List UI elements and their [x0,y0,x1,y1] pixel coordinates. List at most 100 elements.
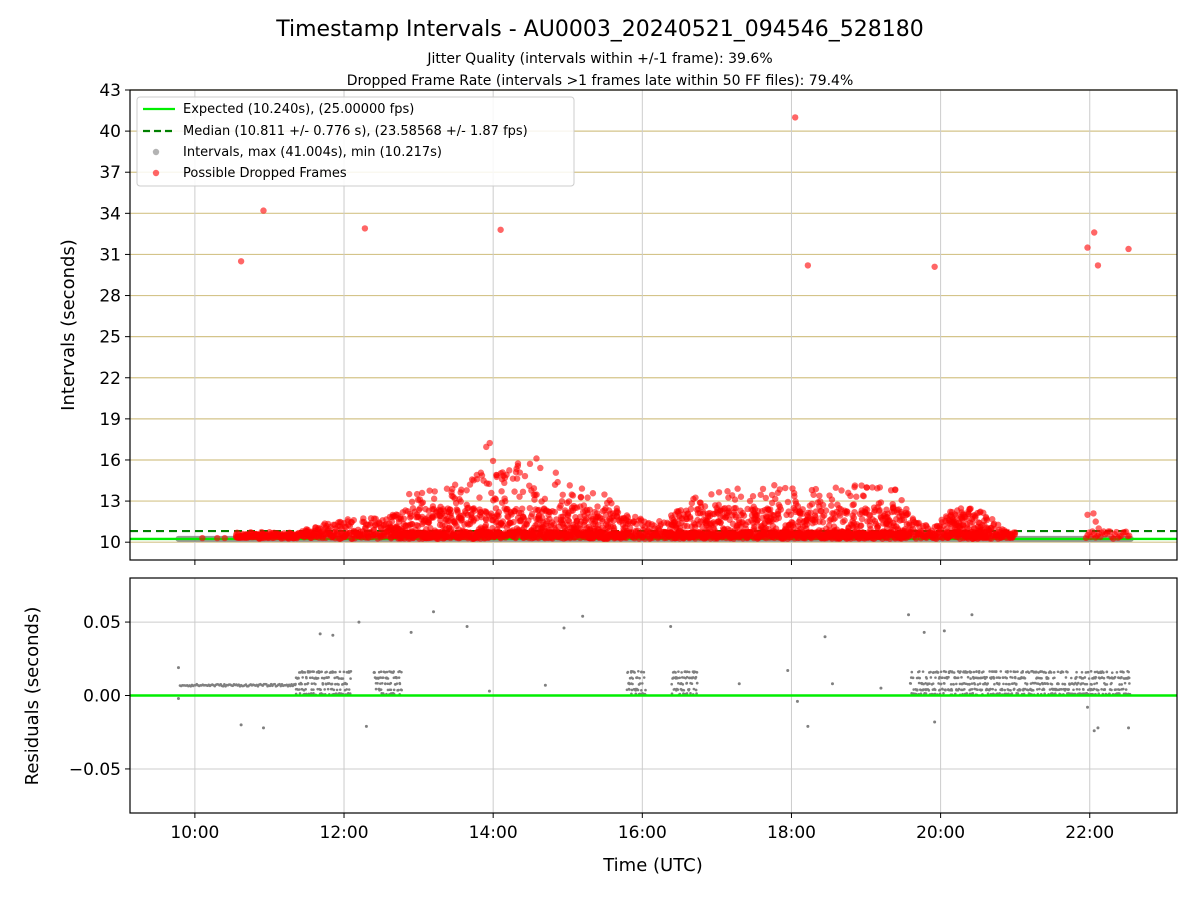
residual-point [689,692,692,695]
residual-point [1057,682,1060,686]
residual-point [1074,677,1077,680]
residual-point [938,688,942,692]
residual-point [952,671,956,674]
residual-point [991,670,995,673]
residual-point [335,688,339,692]
residuals-panel: 0.05 0.00 −0.05 10:00 12:00 14:00 16:00 18:00 2… [22,577,1178,876]
residual-point [1080,671,1084,674]
x-tick-label: 22:00 [1065,823,1114,843]
dropped-frame-point [819,501,827,509]
residual-point [1094,676,1097,680]
residual-point [1000,687,1004,691]
dropped-frame-point [466,481,474,488]
intervals-y-tick-label: 31 [99,245,121,265]
residual-point [1011,676,1014,679]
residual-point [944,670,948,674]
residual-outlier [737,682,741,686]
legend-intervals-swatch [152,148,160,156]
residual-point [1060,688,1063,691]
residual-outlier [357,620,361,624]
dropped-frame-point [812,508,820,515]
dropped-frame-point [784,498,792,506]
residual-point [994,688,997,692]
dropped-frame-point [451,481,459,488]
dropped-frame-point [810,491,817,498]
dropped-frame-point [470,505,477,512]
residual-point [1118,683,1121,686]
dropped-frame-point [762,494,769,502]
residual-point [918,670,921,673]
residual-point [1078,688,1081,691]
residual-point [998,692,1001,695]
residual-outlier [331,633,335,637]
residual-point [999,670,1003,673]
residual-point [963,688,966,691]
dropped-frame-point [495,509,503,516]
residual-point [1009,689,1012,692]
dropped-frame-point [799,510,806,517]
residual-point [911,676,915,680]
dropped-frame-point [510,518,517,526]
intervals-y-axis-label: Intervals (seconds) [58,239,79,411]
residual-point [379,682,382,685]
residual-point [1020,676,1023,680]
dropped-frame-point [443,485,451,492]
residual-point [934,676,937,679]
residual-point [1046,682,1050,686]
residual-point [978,682,982,685]
dropped-frame-point [812,514,819,521]
x-tick-label: 14:00 [469,823,518,843]
residual-outlier [1127,726,1131,730]
residual-point [695,692,698,695]
residual-point [1027,671,1031,674]
dropped-frame-point [431,488,438,495]
residual-point [1110,671,1114,674]
dropped-frame-point [836,512,844,519]
dropped-frame-point [485,480,493,488]
residual-point [308,676,312,680]
residual-point [1081,682,1085,685]
dropped-frame-point [857,522,864,530]
residual-point [936,671,940,674]
dropped-frame-point [1011,529,1019,536]
residual-point [330,682,334,686]
residual-point [347,688,351,691]
residual-point [692,687,696,691]
residual-point [640,670,643,674]
residual-point [641,692,644,695]
dropped-frame-point [734,485,741,492]
residual-point [918,676,922,680]
dropped-frame-outlier [1125,245,1132,253]
residual-point [1092,687,1096,691]
dropped-frame-point [850,501,858,508]
dropped-frame-point [589,490,597,497]
residual-point [1042,688,1046,691]
dropped-frame-point [863,484,871,491]
residual-point [338,670,342,674]
residual-point [326,687,330,691]
dropped-frame-point [757,491,764,498]
residual-point [399,688,403,692]
residual-point [1056,670,1060,674]
residual-point [1118,688,1121,692]
residual-point [342,670,346,674]
dropped-frame-point [697,499,704,506]
dropped-frame-point [476,494,483,501]
dropped-frame-point [876,506,883,514]
residual-point [1114,688,1118,691]
dropped-frame-outlier [804,262,812,269]
dropped-frame-point [851,483,858,491]
residual-point [971,692,975,695]
dropped-frame-point [519,488,527,496]
residual-point [322,677,326,680]
residual-point [944,688,947,691]
residual-point [338,688,342,691]
residual-point [1085,682,1089,686]
residual-point [993,682,996,686]
dropped-frame-point [803,521,811,528]
residual-point [685,692,689,695]
residual-outlier [922,630,926,634]
residual-point [970,682,974,685]
legend-expected-label: Expected (10.240s), (25.00000 fps) [183,102,414,117]
